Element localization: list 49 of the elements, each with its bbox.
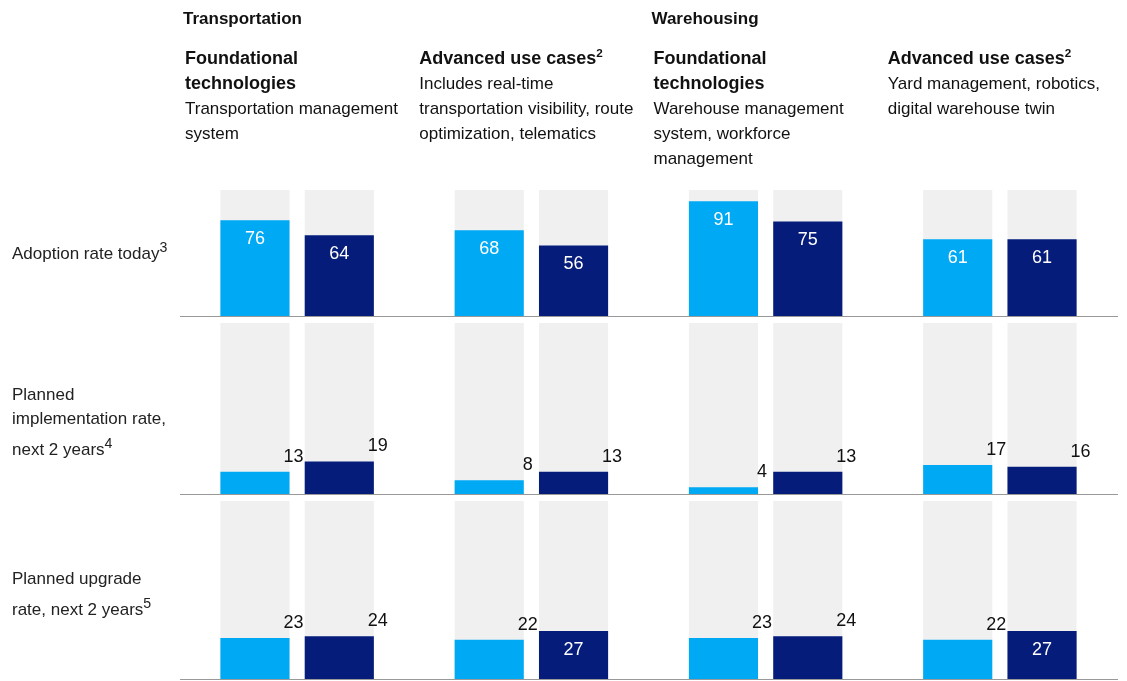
- data-label: 4: [757, 461, 768, 482]
- text: Warehousing: [651, 9, 759, 28]
- text: Planned upgrade rate, next 2 years$^{5}$: [12, 567, 153, 621]
- bar: [220, 471, 290, 494]
- data-label: 76: [244, 228, 265, 249]
- bar: [773, 636, 843, 679]
- bar: [454, 639, 524, 679]
- data-label: 19: [367, 435, 388, 456]
- data-label: 23: [283, 612, 304, 633]
- text: Warehouse management system, workforce management: [653, 99, 845, 168]
- text: Transportation: [183, 9, 303, 28]
- data-label: 17: [986, 438, 1007, 459]
- bar: [688, 638, 759, 679]
- bar: [454, 480, 524, 494]
- data-label: 16: [1070, 440, 1091, 461]
- data-label: 23: [752, 612, 773, 633]
- data-label: 13: [836, 445, 857, 466]
- text: Adoption rate today$^{3}$: [12, 237, 169, 265]
- data-label: 68: [479, 238, 500, 259]
- data-label: 22: [517, 613, 538, 634]
- x-tick-label: Foundational technologies: [185, 48, 298, 93]
- data-label: 27: [1032, 638, 1053, 659]
- data-label: 64: [329, 243, 350, 264]
- text: Transportation management system: [185, 99, 399, 143]
- data-label: 13: [602, 445, 623, 466]
- data-label: 13: [283, 445, 304, 466]
- bar: [923, 639, 993, 679]
- text: Yard management, robotics, digital warehouse twin: [887, 74, 1101, 118]
- bar: [304, 461, 374, 494]
- data-label: 24: [367, 610, 388, 631]
- bar: [923, 464, 993, 494]
- data-label: 56: [563, 253, 584, 274]
- data-label: 75: [797, 229, 818, 250]
- bar: [220, 638, 290, 679]
- data-label: 91: [713, 209, 734, 230]
- text: Includes real-time transportation visibility, route optimization, telematics: [419, 74, 634, 143]
- data-label: 27: [563, 638, 584, 659]
- bar: [1007, 466, 1077, 494]
- data-label: 24: [836, 610, 857, 631]
- data-label: 61: [947, 247, 968, 268]
- text: Planned implementation rate, next 2 years$^{4}$: [12, 384, 168, 461]
- bar: [538, 471, 609, 494]
- bar: [773, 471, 843, 494]
- data-label: 61: [1032, 247, 1053, 268]
- data-label: 8: [522, 454, 533, 475]
- data-label: 22: [986, 613, 1007, 634]
- bar: [304, 636, 374, 679]
- x-tick-label: Foundational technologies: [653, 48, 767, 93]
- bar: [688, 487, 759, 494]
